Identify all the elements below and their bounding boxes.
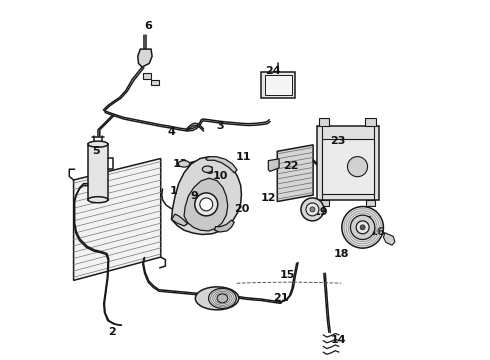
- Bar: [365, 118, 376, 126]
- Polygon shape: [88, 144, 108, 200]
- Polygon shape: [74, 158, 161, 280]
- Text: 1: 1: [170, 186, 177, 196]
- Text: 7: 7: [218, 302, 225, 312]
- Text: 9: 9: [190, 191, 198, 201]
- Bar: [151, 80, 159, 85]
- Ellipse shape: [178, 161, 190, 167]
- Circle shape: [342, 207, 383, 248]
- Circle shape: [347, 157, 368, 177]
- Text: 8: 8: [205, 166, 213, 176]
- Circle shape: [306, 203, 319, 216]
- Text: 15: 15: [280, 270, 295, 280]
- Bar: [318, 118, 329, 126]
- Ellipse shape: [196, 287, 239, 310]
- Text: 10: 10: [212, 171, 227, 181]
- Text: 23: 23: [331, 136, 346, 145]
- Text: 18: 18: [333, 248, 349, 258]
- Polygon shape: [172, 157, 242, 234]
- Polygon shape: [172, 214, 188, 226]
- Text: 22: 22: [283, 161, 298, 171]
- Ellipse shape: [88, 197, 108, 203]
- Circle shape: [350, 215, 375, 239]
- Circle shape: [310, 207, 315, 212]
- Circle shape: [360, 225, 365, 230]
- Text: 16: 16: [370, 227, 386, 237]
- Bar: [265, 75, 292, 95]
- Text: 21: 21: [273, 293, 289, 303]
- Text: 11: 11: [236, 152, 251, 162]
- Bar: [261, 72, 295, 98]
- Text: 2: 2: [108, 327, 116, 337]
- Text: 3: 3: [216, 121, 224, 131]
- Bar: [319, 200, 329, 206]
- Text: 13: 13: [173, 159, 188, 169]
- Polygon shape: [184, 178, 228, 231]
- Text: 19: 19: [313, 207, 328, 217]
- Polygon shape: [277, 145, 313, 202]
- Circle shape: [195, 193, 218, 216]
- Text: 12: 12: [261, 193, 276, 203]
- Ellipse shape: [88, 141, 108, 147]
- Circle shape: [356, 221, 369, 234]
- Text: 20: 20: [234, 204, 249, 215]
- Polygon shape: [383, 233, 395, 245]
- Text: 5: 5: [92, 146, 100, 156]
- Bar: [143, 73, 151, 79]
- Circle shape: [200, 198, 213, 211]
- Text: 14: 14: [330, 334, 346, 345]
- Bar: [322, 139, 374, 194]
- Text: 24: 24: [265, 66, 280, 76]
- Ellipse shape: [202, 166, 212, 172]
- Polygon shape: [317, 126, 379, 200]
- Polygon shape: [269, 159, 279, 171]
- Ellipse shape: [217, 294, 228, 303]
- Text: 6: 6: [144, 21, 152, 31]
- Polygon shape: [138, 49, 152, 67]
- Bar: [366, 200, 375, 206]
- Ellipse shape: [209, 288, 236, 309]
- Text: 4: 4: [168, 127, 175, 136]
- Polygon shape: [215, 220, 234, 232]
- Circle shape: [301, 198, 324, 221]
- Polygon shape: [205, 157, 237, 173]
- Text: 17: 17: [356, 216, 372, 226]
